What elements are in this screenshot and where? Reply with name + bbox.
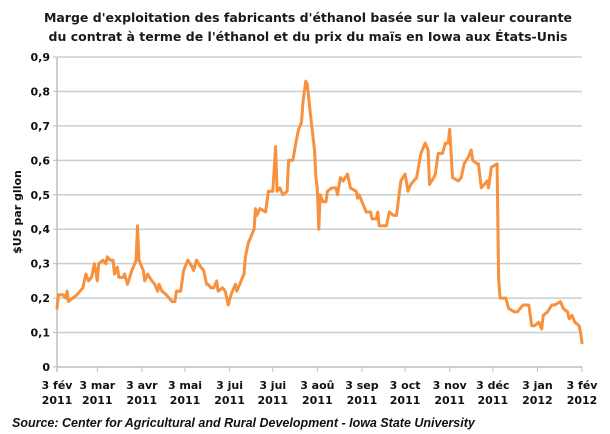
- x-tick-label-year: 2011: [42, 394, 73, 407]
- x-tick-label-month: 3 sep: [345, 379, 378, 392]
- y-tick-label: 0,6: [31, 154, 51, 167]
- x-tick-label-year: 2011: [390, 394, 421, 407]
- x-tick-label-year: 2011: [478, 394, 509, 407]
- x-tick-label-month: 3 jui: [216, 379, 243, 392]
- x-tick-label-year: 2011: [82, 394, 113, 407]
- x-tick-label-month: 3 avr: [126, 379, 158, 392]
- x-tick-label-year: 2011: [434, 394, 465, 407]
- y-tick-label: 0,4: [31, 223, 51, 236]
- y-tick-label: 0,2: [31, 292, 51, 305]
- y-tick-label: 0,7: [31, 120, 51, 133]
- x-tick-label-year: 2011: [170, 394, 201, 407]
- y-axis-label: $US par gllon: [11, 170, 24, 254]
- chart-title-line-1: Marge d'exploitation des fabricants d'ét…: [44, 10, 572, 25]
- x-tick-label-month: 3 fév: [567, 379, 599, 392]
- x-tick-label-month: 3 jan: [522, 379, 553, 392]
- x-tick-label-year: 2011: [127, 394, 158, 407]
- x-tick-label-month: 3 nov: [433, 379, 468, 392]
- source-note: Source: Center for Agricultural and Rura…: [12, 416, 476, 430]
- x-tick-label-year: 2011: [214, 394, 245, 407]
- x-tick-label-month: 3 mai: [168, 379, 202, 392]
- x-tick-label-month: 3 déc: [476, 379, 509, 392]
- y-tick-label: 0,9: [31, 51, 51, 64]
- x-tick-label-month: 3 fév: [42, 379, 74, 392]
- x-tick-label-month: 3 jui: [259, 379, 286, 392]
- y-tick-label: 0: [42, 361, 50, 374]
- y-axis-ticks: 0 0,1 0,2 0,3 0,4 0,5 0,6 0,7 0,8 0,9: [31, 51, 51, 374]
- y-tick-label: 0,8: [31, 85, 51, 98]
- y-tick-label: 0,1: [31, 327, 51, 340]
- x-tick-label-year: 2012: [522, 394, 553, 407]
- x-tick-label-month: 3 oct: [390, 379, 421, 392]
- x-axis-ticks: 3 fév 2011 3 mar 2011 3 avr 2011 3 mai 2011 3 ju…: [42, 379, 599, 407]
- y-tick-label: 0,3: [31, 258, 51, 271]
- x-tick-label-year: 2012: [567, 394, 598, 407]
- chart-title-line-2: du contrat à terme de l'éthanol et du pr…: [49, 29, 568, 44]
- y-tick-label: 0,5: [31, 189, 51, 202]
- x-tick-label-year: 2011: [257, 394, 288, 407]
- series-line: [55, 79, 584, 345]
- x-tick-label-month: 3 mar: [79, 379, 115, 392]
- grid: [53, 56, 583, 372]
- x-tick-label-month: 3 aoû: [300, 379, 334, 392]
- x-tick-label-year: 2011: [302, 394, 333, 407]
- x-tick-label-year: 2011: [347, 394, 378, 407]
